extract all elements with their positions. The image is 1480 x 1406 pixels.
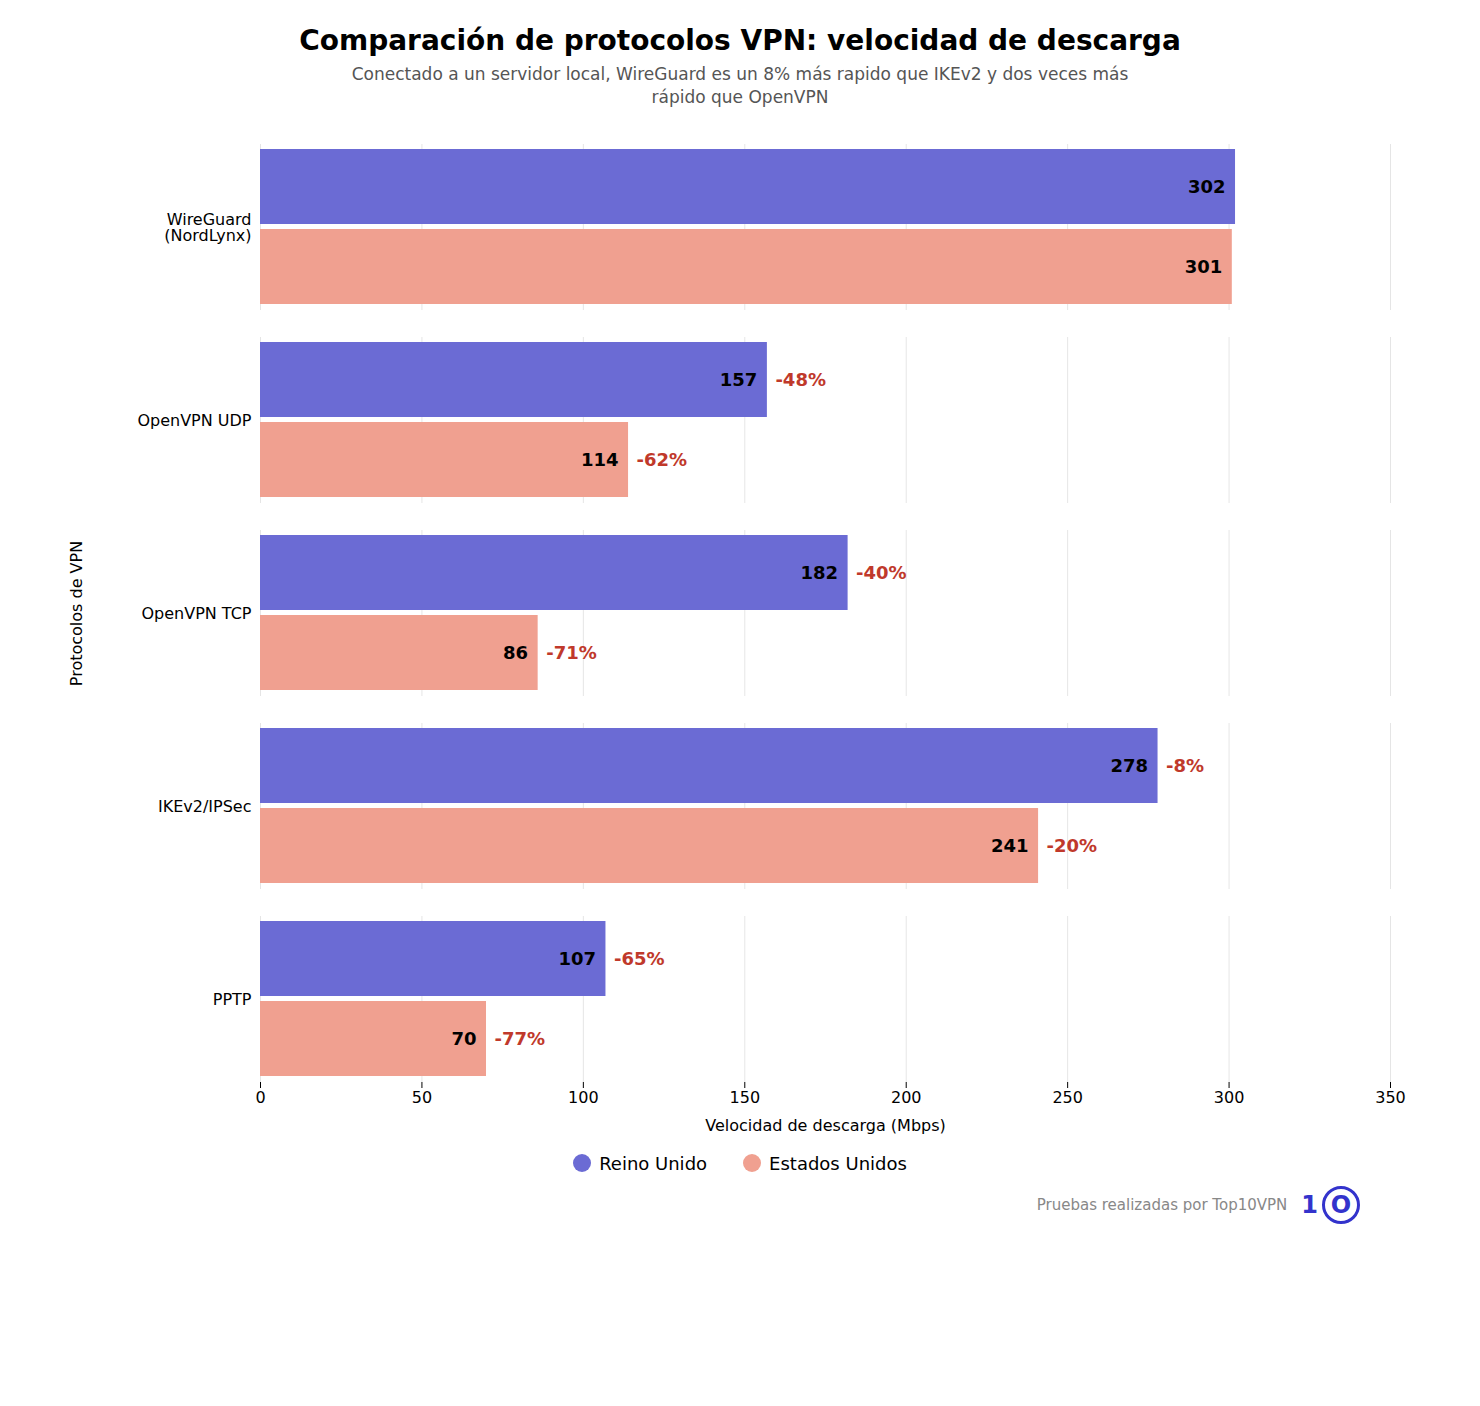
svg-text:WireGuard(NordLynx): WireGuard(NordLynx) bbox=[164, 209, 251, 244]
svg-text:-8%: -8% bbox=[1166, 755, 1204, 776]
svg-text:301: 301 bbox=[1185, 256, 1223, 277]
html-text:Reino Unido: Reino Unido bbox=[599, 1152, 708, 1174]
svg-text:182: 182 bbox=[801, 562, 839, 583]
svg-text:302: 302 bbox=[1188, 176, 1226, 197]
svg-text:350: 350 bbox=[1375, 1088, 1406, 1107]
svg-text:IKEv2/IPSec: IKEv2/IPSec bbox=[158, 796, 252, 815]
svg-text:278: 278 bbox=[1110, 755, 1148, 776]
svg-text:-40%: -40% bbox=[856, 562, 907, 583]
svg-text:-77%: -77% bbox=[495, 1028, 546, 1049]
svg-text:150: 150 bbox=[730, 1088, 761, 1107]
svg-text:-71%: -71% bbox=[546, 642, 597, 663]
svg-text:-62%: -62% bbox=[637, 449, 688, 470]
svg-text:70: 70 bbox=[451, 1028, 476, 1049]
html-text:Conectado a un servidor local,: Conectado a un servidor local, WireGuard… bbox=[351, 64, 1129, 107]
svg-text:300: 300 bbox=[1214, 1088, 1245, 1107]
html-text:Estados Unidos: Estados Unidos bbox=[769, 1152, 907, 1174]
html-text:1: 1 bbox=[1301, 1190, 1318, 1219]
svg-text:-20%: -20% bbox=[1047, 835, 1098, 856]
svg-text:Protocolos de VPN: Protocolos de VPN bbox=[67, 541, 86, 686]
svg-text:241: 241 bbox=[991, 835, 1029, 856]
svg-text:114: 114 bbox=[581, 449, 619, 470]
html-text:Comparación de protocolos VPN:: Comparación de protocolos VPN: velocidad… bbox=[299, 24, 1181, 57]
html-text:O: O bbox=[1330, 1190, 1352, 1219]
svg-text:86: 86 bbox=[503, 642, 528, 663]
svg-text:-48%: -48% bbox=[775, 369, 826, 390]
svg-text:200: 200 bbox=[891, 1088, 922, 1107]
svg-text:-65%: -65% bbox=[614, 948, 665, 969]
svg-text:0: 0 bbox=[255, 1088, 265, 1107]
svg-text:PPTP: PPTP bbox=[213, 989, 252, 1008]
svg-text:100: 100 bbox=[568, 1088, 599, 1107]
html-text:Pruebas realizadas por Top10VP: Pruebas realizadas por Top10VPN bbox=[1036, 1195, 1288, 1214]
svg-text:107: 107 bbox=[558, 948, 596, 969]
svg-text:OpenVPN UDP: OpenVPN UDP bbox=[137, 410, 251, 429]
svg-text:50: 50 bbox=[412, 1088, 432, 1107]
svg-text:157: 157 bbox=[720, 369, 758, 390]
svg-text:250: 250 bbox=[1052, 1088, 1083, 1107]
svg-text:OpenVPN TCP: OpenVPN TCP bbox=[141, 603, 251, 622]
svg-text:Velocidad de descarga (Mbps): Velocidad de descarga (Mbps) bbox=[705, 1115, 946, 1134]
